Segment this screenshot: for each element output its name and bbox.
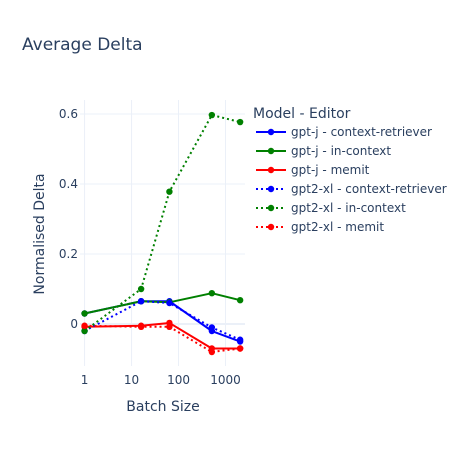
series-line bbox=[84, 321, 241, 350]
legend-label: gpt2-xl - in-context bbox=[291, 201, 406, 215]
legend-marker bbox=[267, 223, 275, 231]
legend-item[interactable]: gpt-j - in-context bbox=[256, 144, 391, 158]
legend-item[interactable]: gpt-j - context-retriever bbox=[256, 125, 432, 139]
series-line bbox=[83, 114, 241, 332]
legend[interactable]: Model - Editor gpt-j - context-retriever… bbox=[253, 106, 447, 234]
legend-label: gpt-j - context-retriever bbox=[291, 125, 432, 139]
series-5 bbox=[81, 322, 244, 356]
legend-item[interactable]: gpt2-xl - in-context bbox=[256, 201, 406, 215]
legend-marker bbox=[267, 185, 275, 193]
legend-marker bbox=[267, 166, 275, 174]
series-4 bbox=[81, 111, 244, 335]
legend-marker bbox=[267, 204, 275, 212]
x-tick-label: 100 bbox=[167, 373, 190, 387]
x-axis-title: Batch Size bbox=[126, 399, 199, 415]
data-point bbox=[236, 345, 244, 352]
data-point bbox=[236, 297, 244, 304]
data-point bbox=[137, 298, 145, 305]
data-point bbox=[236, 336, 244, 343]
data-point bbox=[81, 322, 88, 329]
series-line bbox=[84, 300, 241, 343]
y-tick-label: 0 bbox=[70, 317, 78, 331]
data-point bbox=[81, 310, 88, 317]
x-tick-label: 1000 bbox=[210, 373, 241, 387]
y-tick-label: 0.2 bbox=[59, 247, 78, 261]
legend-items[interactable]: gpt-j - context-retriever gpt-j - in-cont… bbox=[256, 125, 447, 234]
legend-marker bbox=[267, 147, 275, 155]
y-tick-label: 0.4 bbox=[59, 177, 78, 191]
data-point bbox=[137, 323, 145, 330]
y-tick-label: 0.6 bbox=[59, 107, 78, 121]
legend-label: gpt2-xl - memit bbox=[291, 220, 384, 234]
series-3 bbox=[81, 298, 244, 343]
data-point bbox=[208, 348, 216, 356]
series-line bbox=[84, 300, 241, 341]
data-point bbox=[208, 111, 216, 119]
data-point bbox=[208, 290, 216, 297]
x-tick-label: 1 bbox=[81, 373, 89, 387]
data-point bbox=[166, 188, 173, 195]
data-point bbox=[236, 118, 244, 126]
legend-label: gpt2-xl - context-retriever bbox=[291, 182, 447, 196]
y-axis-title: Normalised Delta bbox=[32, 173, 48, 294]
legend-label: gpt-j - in-context bbox=[291, 144, 391, 158]
data-point bbox=[137, 285, 145, 293]
legend-marker bbox=[267, 128, 275, 136]
data-point bbox=[81, 327, 88, 335]
legend-label: gpt-j - memit bbox=[291, 163, 370, 177]
series-0 bbox=[81, 298, 244, 345]
legend-item[interactable]: gpt2-xl - memit bbox=[256, 220, 384, 234]
data-point bbox=[166, 299, 173, 307]
tick-layer: 1 10 100 1000 0 0.2 0.4 0.6 bbox=[59, 107, 241, 387]
legend-title: Model - Editor bbox=[253, 106, 351, 122]
legend-item[interactable]: gpt2-xl - context-retriever bbox=[256, 182, 447, 196]
legend-item[interactable]: gpt-j - memit bbox=[256, 163, 370, 177]
series-layer bbox=[81, 111, 244, 356]
chart-title: Average Delta bbox=[22, 35, 143, 55]
data-point bbox=[166, 323, 173, 330]
data-point bbox=[208, 324, 216, 331]
x-tick-label: 10 bbox=[124, 373, 139, 387]
